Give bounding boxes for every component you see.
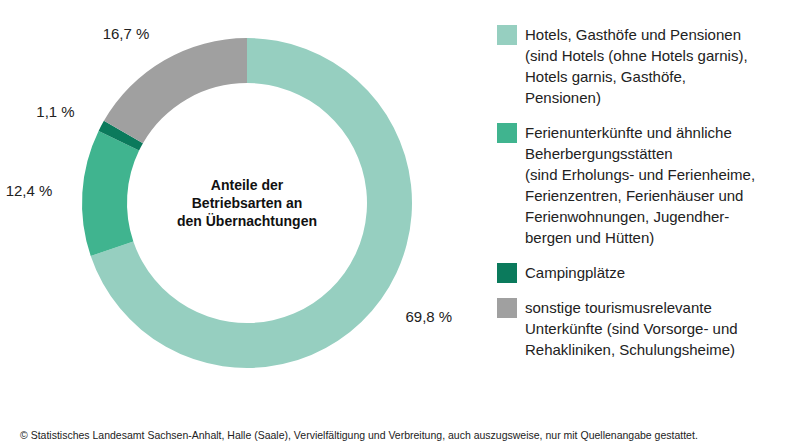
data-label: 69,8 % (405, 308, 452, 325)
source: © Statistisches Landesamt Sachsen-Anhalt… (20, 429, 698, 441)
slices (82, 38, 412, 368)
legend-item: Ferienunterkünfte und ähnlicheBeherbergu… (497, 123, 755, 246)
title: Anteile derBetriebsarten anden Übernacht… (177, 177, 317, 229)
slice (91, 38, 412, 368)
data-label: 12,4 % (6, 182, 53, 199)
legend-label: sonstige tourismusrelevanteUnterkünfte (… (525, 299, 738, 358)
legend-item: Campingplätze (497, 263, 625, 283)
data-labels: 69,8 % 12,4 % 1,1 % 16,7 % (6, 25, 452, 324)
legend-item: sonstige tourismusrelevanteUnterkünfte (… (497, 298, 738, 358)
legend-item: Hotels, Gasthöfe und Pensionen(sind Hote… (497, 25, 748, 106)
legend-swatch (497, 25, 517, 45)
legend-swatch (497, 123, 517, 143)
legend-label: Campingplätze (525, 264, 625, 281)
legend-swatch (497, 298, 517, 318)
data-label: 1,1 % (36, 103, 74, 120)
legend-label: Ferienunterkünfte und ähnlicheBeherbergu… (525, 124, 755, 246)
legend-swatch (497, 263, 517, 283)
legend-label: Hotels, Gasthöfe und Pensionen(sind Hote… (525, 26, 748, 106)
slice (82, 131, 139, 256)
legend: Hotels, Gasthöfe und Pensionen(sind Hote… (497, 25, 755, 358)
slice (104, 38, 247, 143)
chart: 69,8 % 12,4 % 1,1 % 16,7 % Anteile derBetrie… (0, 0, 800, 448)
data-label: 16,7 % (103, 25, 150, 42)
